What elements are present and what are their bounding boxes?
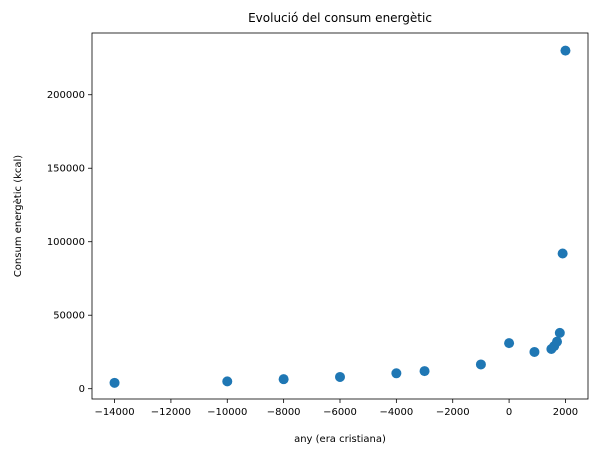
x-tick-label: −10000 (207, 407, 247, 418)
x-tick-label: −4000 (379, 407, 413, 418)
data-point (391, 368, 402, 379)
x-tick-label: −2000 (436, 407, 470, 418)
data-point (109, 377, 120, 388)
y-tick-label: 200000 (47, 90, 85, 101)
x-axis: −14000 −12000 −10000 −8000 −6000 −4000 −2000 0 2… (94, 399, 578, 418)
y-tick-label: 150000 (47, 164, 85, 175)
data-point (560, 45, 571, 56)
x-axis-label: any (era cristiana) (294, 434, 386, 445)
x-tick-label: −14000 (94, 407, 134, 418)
data-point (335, 371, 345, 382)
y-axis-label: Consum energètic (kcal) (12, 155, 24, 277)
data-point (504, 338, 515, 349)
data-point (552, 336, 562, 347)
y-tick-label: 50000 (53, 311, 85, 322)
x-tick-label: −12000 (151, 407, 191, 418)
data-point (419, 366, 430, 377)
y-axis: 0 50000 100000 150000 200000 (47, 90, 92, 395)
data-point (554, 327, 565, 338)
data-point (529, 346, 540, 357)
x-tick-label: −8000 (267, 407, 301, 418)
x-tick-label: 2000 (553, 407, 578, 418)
y-tick-label: 0 (79, 384, 85, 395)
data-point (557, 248, 568, 259)
x-tick-label: −6000 (323, 407, 357, 418)
data-point (278, 374, 289, 385)
y-tick-label: 100000 (47, 237, 85, 248)
chart-title: Evolució del consum energètic (248, 11, 432, 25)
points-layer (109, 45, 571, 388)
data-point (222, 376, 233, 387)
x-tick-label: 0 (506, 407, 512, 418)
data-point (475, 359, 486, 370)
